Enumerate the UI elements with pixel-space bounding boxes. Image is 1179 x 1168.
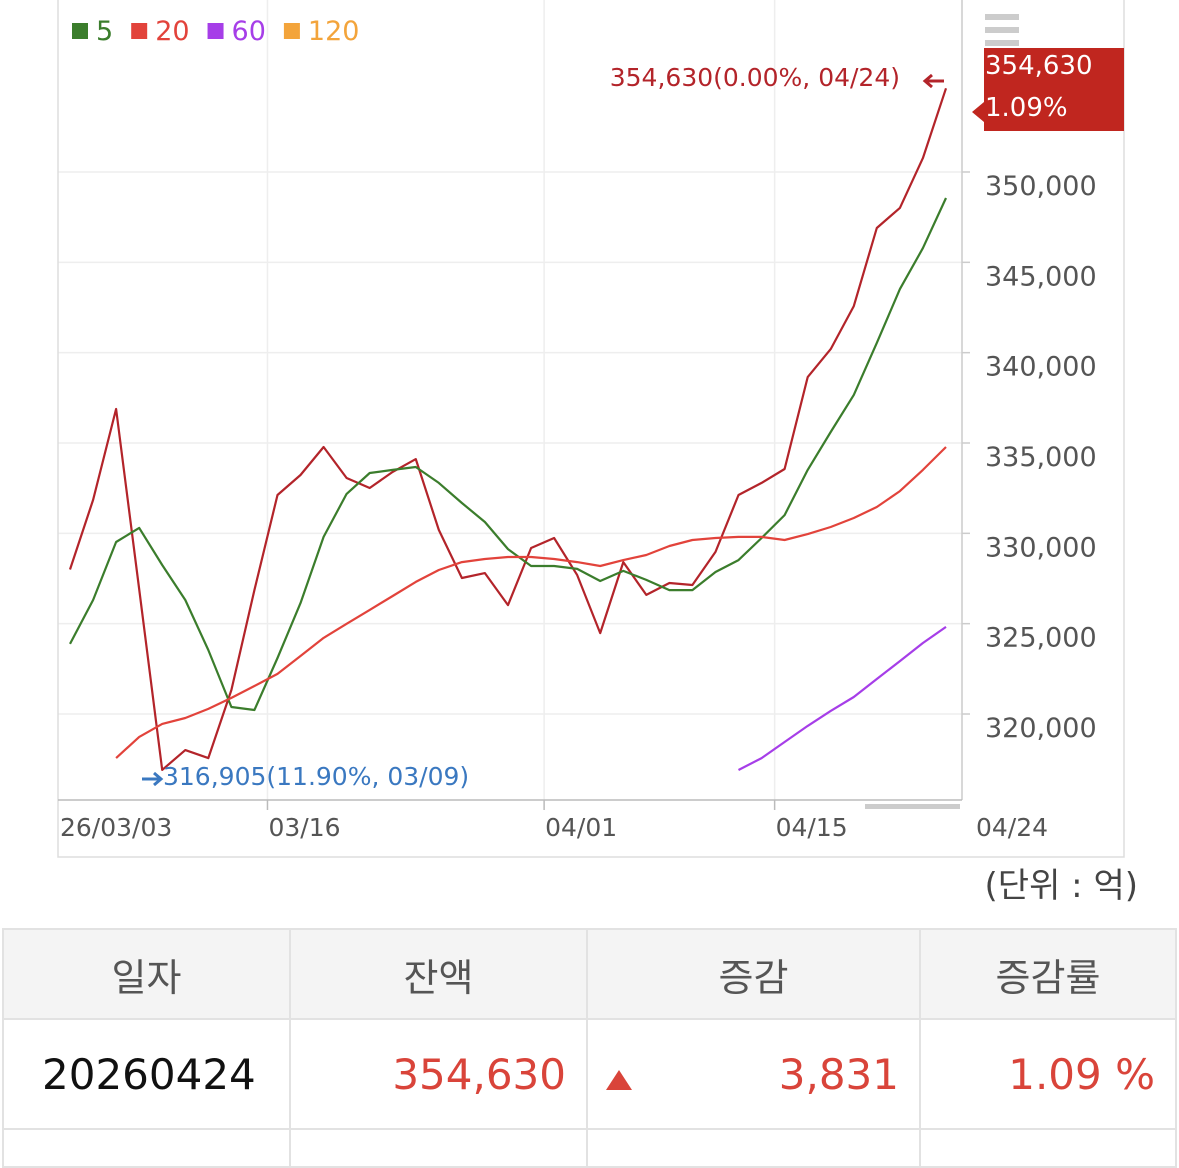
cell-text: 증감 <box>718 955 789 1000</box>
table-cell <box>919 1128 1177 1168</box>
x-tick-label: 04/15 <box>776 813 848 842</box>
table-cell <box>289 1128 588 1168</box>
x-tick-label: 03/16 <box>268 813 340 842</box>
legend-swatch <box>72 23 88 39</box>
table-cell <box>586 1128 921 1168</box>
y-tick-label: 350,000 <box>985 171 1097 202</box>
series-line <box>69 197 947 712</box>
x-tick-label: 26/03/03 <box>60 813 172 842</box>
legend-label: 5 <box>96 16 113 47</box>
unit-note: (단위 : 억) <box>985 866 1138 906</box>
cell-text: 잔액 <box>403 955 474 1000</box>
y-tick-label: 345,000 <box>985 261 1097 292</box>
chart-frame <box>57 0 1125 858</box>
min-label: 316,905(11.90%, 03/09) <box>163 762 469 791</box>
header-cell: 일자 <box>2 928 291 1020</box>
price-tag-value: 354,630 <box>985 51 1093 81</box>
max-label: 354,630(0.00%, 04/24) <box>610 63 900 92</box>
y-tick-label: 340,000 <box>985 352 1097 383</box>
cell-text: 3,831 <box>778 1049 899 1099</box>
cell-text: 20260424 <box>42 1049 256 1099</box>
y-tick-label: 335,000 <box>985 442 1097 473</box>
x-tick-label: 04/24 <box>976 813 1048 842</box>
max-arrow <box>922 73 944 89</box>
table-cell: 1.09 % <box>919 1018 1177 1130</box>
price-tag-change: 1.09% <box>985 93 1068 123</box>
table-cell <box>2 1128 291 1168</box>
table-cell: 20260424 <box>2 1018 291 1130</box>
min-arrow <box>142 771 164 787</box>
scrollbar[interactable] <box>865 804 960 809</box>
cell-text: 증감률 <box>995 955 1101 1000</box>
table-cell: 354,630 <box>289 1018 588 1130</box>
plot: 320,000 325,000 330,000 335,000 340,000 345,0… <box>60 16 1124 842</box>
table-cell: 3,831 <box>586 1018 921 1130</box>
menu-icon[interactable] <box>985 14 1019 46</box>
header-cell: 잔액 <box>289 928 588 1020</box>
series-line <box>115 446 947 759</box>
x-tick-label: 04/01 <box>545 813 617 842</box>
price-tag <box>972 48 1124 131</box>
legend-label: 120 <box>308 16 360 47</box>
legend-swatch <box>283 23 300 39</box>
legend-swatch <box>131 23 148 39</box>
header-cell: 증감 <box>586 928 921 1020</box>
legend-label: 60 <box>232 16 266 47</box>
y-tick-label: 320,000 <box>985 713 1097 744</box>
header-cell: 증감률 <box>919 928 1177 1020</box>
cell-text: 354,630 <box>392 1049 566 1099</box>
series-line <box>68 87 948 771</box>
legend-label: 20 <box>155 16 189 47</box>
y-tick-label: 325,000 <box>985 623 1097 654</box>
chart: (단위 : 억) 320,000 325,000 330,000 335,000 340… <box>57 0 1138 906</box>
up-triangle <box>606 1070 632 1090</box>
legend-swatch <box>207 23 224 39</box>
cell-text: 1.09 % <box>1008 1049 1155 1099</box>
series-line <box>737 625 947 771</box>
cell-text: 일자 <box>111 955 182 1000</box>
y-tick-label: 330,000 <box>985 532 1097 563</box>
